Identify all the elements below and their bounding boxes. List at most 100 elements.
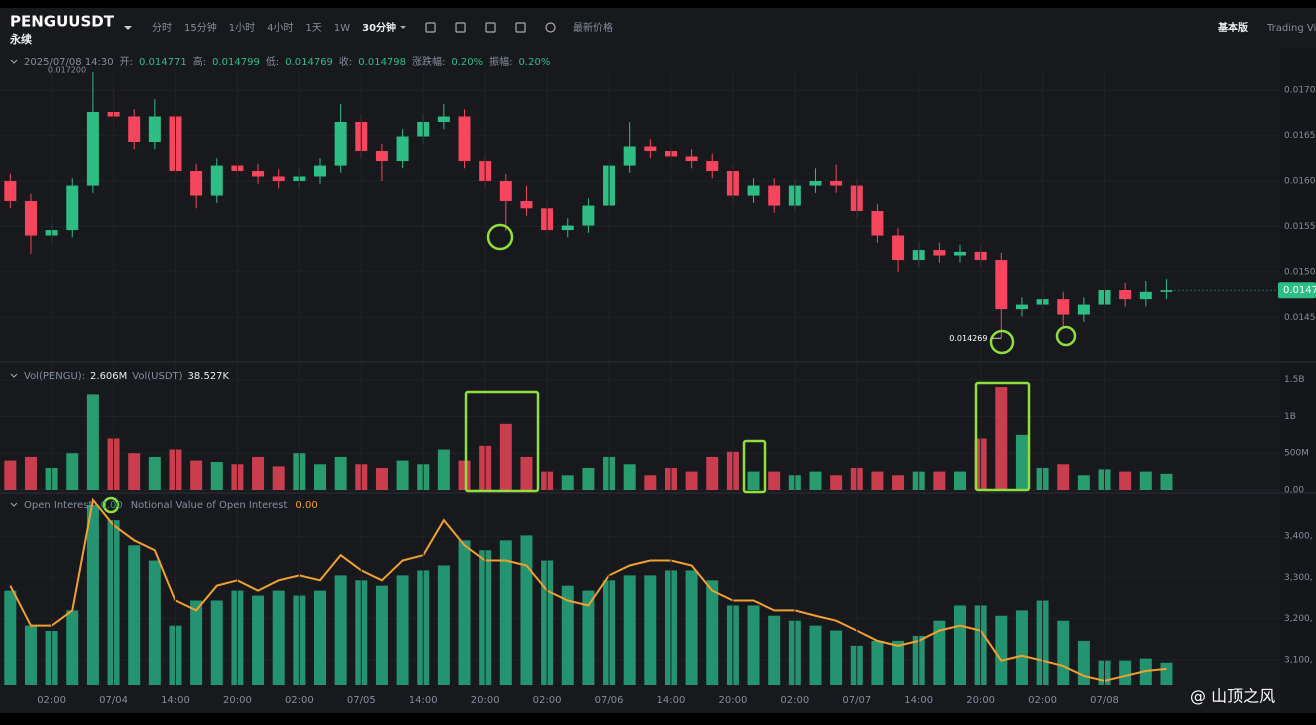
candle-body (1057, 299, 1070, 315)
panel-chevrons (10, 59, 18, 507)
price-type[interactable]: 最新价格 (573, 21, 613, 34)
volume-bar (933, 471, 946, 490)
candle-body (190, 171, 203, 196)
volume-bar (747, 471, 760, 490)
candle-body (375, 151, 388, 162)
volume-bar (1119, 471, 1132, 490)
x-tick-label: 07/05 (347, 695, 376, 706)
oi-bar (954, 605, 966, 685)
oi-bar (995, 615, 1008, 685)
x-tick-label: 07/07 (842, 695, 871, 706)
x-tick-label: 20:00 (966, 695, 995, 706)
volume-bar (4, 460, 17, 490)
volume-bar (830, 475, 843, 490)
candle-body (1077, 304, 1090, 315)
volume-bar (582, 467, 595, 490)
volume-bar (954, 471, 966, 490)
oi-bar (190, 600, 203, 685)
x-tick-label: 20:00 (223, 695, 252, 706)
oi-bar (871, 640, 884, 685)
candle-body (561, 225, 574, 231)
y-tick-label: 0.0160 (1284, 177, 1316, 187)
x-tick-label: 20:00 (471, 695, 500, 706)
candle-body (24, 201, 37, 236)
mode[interactable]: 基本版 (1217, 21, 1248, 34)
oi-bar (128, 545, 141, 685)
interval-button[interactable]: 1W (334, 23, 350, 34)
y-tick-label: 0.00 (1284, 486, 1304, 496)
candle-body (747, 185, 760, 196)
info-time: 2025/07/08 14:30 (24, 57, 114, 68)
interval-button[interactable]: 1小时 (229, 22, 255, 34)
oi-bar (66, 610, 79, 685)
oi-bar (458, 540, 471, 685)
symbol[interactable]: PENGUUSDT (10, 13, 115, 31)
volume-bar (1139, 471, 1152, 490)
axis-column (1280, 48, 1316, 713)
last-price-label: 0.0147 (1283, 285, 1316, 296)
candle-body (334, 121, 347, 166)
info-label: 涨跌幅: (412, 55, 445, 68)
volume-bar (437, 449, 450, 490)
volume-bar (148, 456, 161, 490)
candle-body (1160, 290, 1173, 292)
oi-bar (706, 580, 719, 685)
candle-body (706, 161, 719, 172)
interval-button[interactable]: 4小时 (267, 22, 293, 34)
oi-bar (768, 615, 781, 685)
volume-bar (252, 456, 265, 490)
candle-body (954, 251, 966, 256)
oi-bar (892, 640, 905, 685)
interval-button[interactable]: 15分钟 (184, 21, 217, 34)
x-tick-label: 07/08 (1090, 695, 1119, 706)
candle-body (520, 201, 533, 209)
interval-button[interactable]: 30分钟 (362, 21, 396, 34)
candle-body (66, 185, 79, 231)
candle-body (582, 205, 595, 226)
info-value: 0.20% (519, 57, 551, 68)
volume-bar (995, 387, 1008, 490)
oi-bar (272, 590, 285, 685)
y-tick-label: 3,400, (1284, 532, 1313, 542)
x-tick-label: 02:00 (780, 695, 809, 706)
volume-bar (314, 464, 326, 490)
symbol-caret (124, 26, 132, 30)
candle-body (830, 181, 843, 186)
candle-body (86, 111, 99, 186)
volume-bar (768, 471, 781, 490)
last-price-tag (1278, 282, 1316, 299)
candle-body (623, 146, 636, 166)
y-tick-label: 0.0150 (1284, 267, 1316, 277)
oi-bar (520, 535, 533, 685)
x-tick-label: 07/04 (99, 695, 128, 706)
volume-bar (375, 467, 388, 490)
info-value: 0.014771 (139, 57, 187, 68)
volume-bar (623, 464, 636, 490)
toolbar-icons[interactable] (425, 22, 556, 33)
trading-view[interactable]: Trading Vi (1266, 23, 1316, 34)
candle-body (4, 181, 17, 202)
oi-bar (375, 585, 388, 685)
oi-bar (809, 625, 822, 685)
y-tick-label: 0.0145 (1284, 313, 1316, 323)
oi-bar (334, 575, 347, 685)
oi-bar (685, 570, 698, 685)
volume-bar (499, 423, 512, 490)
candle-body (933, 250, 946, 256)
info-label: 高: (193, 55, 206, 68)
legend-label: Vol(PENGU): (24, 371, 85, 382)
info-value: 0.014769 (285, 57, 333, 68)
volume-bar (86, 394, 99, 490)
volume-bar (458, 460, 471, 490)
candle-body (252, 171, 265, 177)
volume-bar (561, 475, 574, 490)
oi-bar (396, 575, 409, 685)
x-tick-label: 14:00 (409, 695, 438, 706)
interval-button[interactable]: 1天 (305, 23, 321, 34)
volume-bar (1160, 473, 1173, 490)
info-label: 开: (120, 57, 133, 68)
oi-bar (1077, 640, 1090, 685)
tool-icon (545, 22, 556, 33)
interval-button[interactable]: 分时 (152, 22, 172, 34)
y-tick-label: 0.0170 (1284, 86, 1316, 96)
